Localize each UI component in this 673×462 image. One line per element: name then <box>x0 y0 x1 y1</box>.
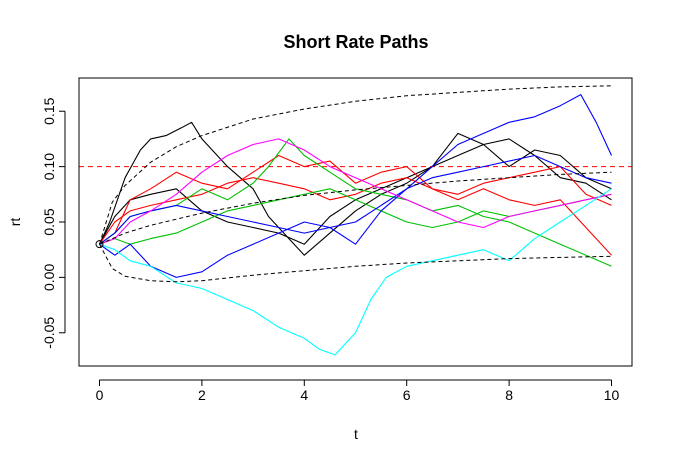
y-tick-label: 0.00 <box>41 264 57 291</box>
series-line-7 <box>99 154 612 245</box>
y-tick-label: 0.05 <box>41 208 57 235</box>
plot-clip-group <box>79 85 632 356</box>
y-tick-label: 0.15 <box>41 97 57 124</box>
start-point-marker <box>95 240 104 249</box>
y-axis-label: rt <box>7 218 23 227</box>
series-line-1 <box>99 138 612 245</box>
x-axis: 0 2 4 6 8 10 <box>96 379 620 403</box>
series-line-0 <box>99 121 612 256</box>
x-tick-label: 8 <box>505 387 513 403</box>
envelope-curve-0 <box>99 85 612 245</box>
y-tick-label: -0.05 <box>41 317 57 349</box>
x-tick-label: 10 <box>604 387 620 403</box>
envelope-curve-1 <box>99 171 612 245</box>
plot-frame <box>78 77 633 367</box>
series-line-8 <box>99 138 612 245</box>
series-line-6 <box>99 94 612 278</box>
x-axis-label: t <box>354 426 358 442</box>
plot-area <box>79 85 632 356</box>
x-tick-label: 0 <box>96 387 104 403</box>
envelope-curve-2 <box>99 243 612 283</box>
x-tick-label: 2 <box>198 387 206 403</box>
series-line-9 <box>99 188 612 356</box>
chart-title: Short Rate Paths <box>283 32 428 52</box>
x-tick-label: 4 <box>300 387 308 403</box>
y-tick-label: 0.10 <box>41 153 57 180</box>
x-tick-label: 6 <box>403 387 411 403</box>
y-axis: -0.05 0.00 0.05 0.10 0.15 <box>41 97 66 349</box>
